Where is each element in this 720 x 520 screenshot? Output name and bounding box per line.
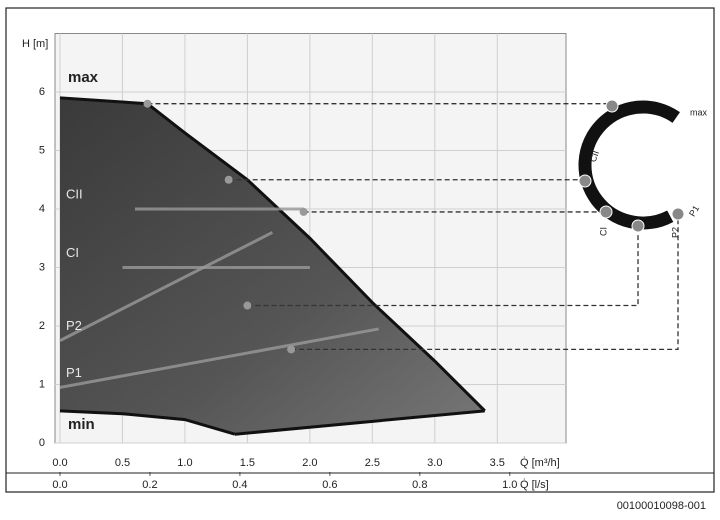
y-tick-label: 0: [39, 437, 45, 449]
reference-point: [224, 175, 233, 184]
y-tick-label: 4: [39, 203, 45, 215]
y-tick-label: 5: [39, 144, 45, 156]
y-tick-label: 3: [39, 261, 45, 273]
dial-label: CI: [598, 227, 608, 236]
x2-tick-label: 1.0: [502, 479, 517, 491]
dial-marker: [631, 219, 645, 233]
x-tick-label: 2.0: [302, 457, 317, 469]
y-tick-label: 2: [39, 320, 45, 332]
dial-marker: [599, 205, 613, 219]
dial-marker: [578, 174, 592, 188]
x2-tick-label: 0.4: [232, 479, 247, 491]
x2-tick-label: 0.6: [322, 479, 337, 491]
control-line: [59, 231, 274, 342]
x2-tick-label: 0.0: [52, 479, 67, 491]
x-tick-label: 0.5: [115, 457, 130, 469]
x-tick-label: 3.5: [490, 457, 505, 469]
curve-label: max: [68, 69, 99, 86]
x-tick-label: 2.5: [365, 457, 380, 469]
control-label: CII: [66, 186, 83, 201]
reference-point: [243, 301, 252, 310]
y-axis-label: H [m]: [22, 38, 48, 50]
y-tick-label: 6: [39, 86, 45, 98]
x-tick-label: 3.0: [427, 457, 442, 469]
dial-label: CII: [588, 149, 601, 163]
x-tick-label: 1.5: [240, 457, 255, 469]
curve: [59, 409, 236, 436]
figure-id: 00100010098-001: [617, 500, 706, 512]
reference-line: [247, 226, 639, 307]
control-label: P2: [66, 318, 82, 333]
x-tick-label: 1.0: [177, 457, 192, 469]
x2-tick-label: 0.2: [142, 479, 157, 491]
x2-tick-label: 0.8: [412, 479, 427, 491]
curve: [234, 409, 485, 436]
dial-label: P2: [670, 227, 680, 238]
x2-axis-label: Q̇ [l/s]: [520, 478, 549, 491]
control-label: P1: [66, 365, 82, 380]
reference-point: [143, 99, 152, 108]
dial-marker: [605, 99, 619, 113]
reference-point: [287, 345, 296, 354]
dial-marker: [671, 207, 685, 221]
x-tick-label: 0.0: [52, 457, 67, 469]
x-axis-label: Q̇ [m³/h]: [520, 456, 560, 469]
reference-point: [299, 207, 308, 216]
y-tick-label: 1: [39, 378, 45, 390]
dial-label: max: [690, 107, 708, 117]
control-line: [59, 327, 379, 389]
control-label: CI: [66, 245, 79, 260]
dial-label: P1: [687, 204, 701, 219]
curve-label: min: [68, 416, 95, 433]
reference-line: [291, 214, 679, 351]
